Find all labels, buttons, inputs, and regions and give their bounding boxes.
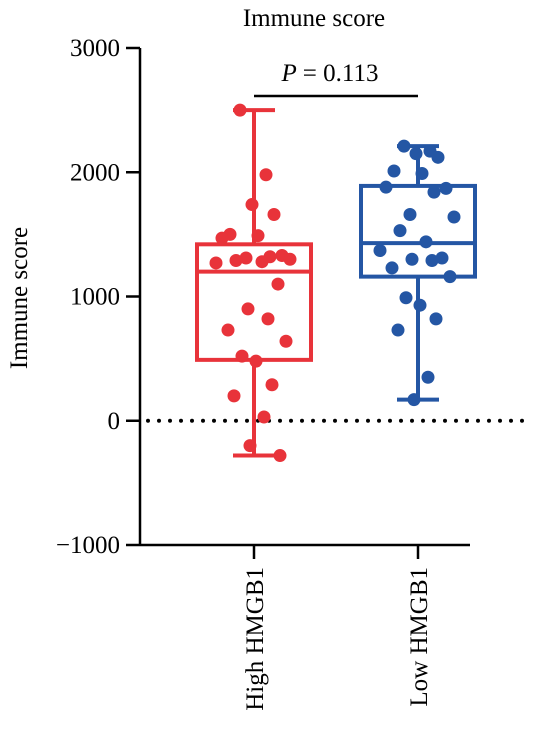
data-point — [283, 252, 297, 266]
data-point — [427, 185, 441, 199]
data-point — [413, 298, 427, 312]
data-point — [229, 253, 243, 267]
data-point — [379, 180, 393, 194]
data-point — [265, 378, 279, 392]
x-axis: High HMGB1 Low HMGB1 — [140, 543, 470, 711]
data-point — [273, 449, 287, 463]
data-point — [259, 168, 273, 182]
data-point — [221, 323, 235, 337]
box-high-hmgb1 — [195, 108, 313, 458]
data-point — [261, 312, 275, 326]
data-point — [245, 198, 259, 212]
data-point — [409, 147, 423, 161]
data-point — [397, 139, 411, 153]
data-point — [431, 150, 445, 164]
chart-title: Immune score — [243, 5, 385, 32]
p-value-annotation: P = 0.113 — [281, 60, 379, 87]
box-low-hmgb1 — [359, 144, 477, 402]
data-point — [385, 261, 399, 275]
data-point — [235, 349, 249, 363]
data-point — [373, 244, 387, 258]
data-point — [403, 207, 417, 221]
p-value-label: P — [281, 60, 297, 87]
data-point — [387, 164, 401, 178]
data-point — [421, 370, 435, 384]
data-point — [271, 277, 285, 291]
data-point — [435, 251, 449, 265]
data-point — [233, 103, 247, 117]
y-tick-label: 2000 — [70, 159, 120, 186]
data-point — [407, 393, 421, 407]
x-tick-label: Low HMGB1 — [406, 567, 433, 707]
y-tick-label: 0 — [108, 408, 121, 435]
x-tick-label: High HMGB1 — [242, 567, 269, 711]
data-point — [415, 166, 429, 180]
data-point — [419, 235, 433, 249]
y-tick-label: 1000 — [70, 284, 120, 311]
y-tick-label: 3000 — [70, 35, 120, 62]
y-tick-label: −1000 — [56, 532, 120, 559]
data-point — [215, 231, 229, 245]
data-point — [267, 207, 281, 221]
data-point — [257, 410, 271, 424]
data-point — [447, 210, 461, 224]
data-point — [249, 354, 263, 368]
p-value-text: = 0.113 — [303, 60, 379, 87]
data-point — [439, 181, 453, 195]
data-point — [241, 302, 255, 316]
data-point — [443, 270, 457, 284]
data-point — [209, 256, 223, 270]
data-point — [227, 389, 241, 403]
y-axis-label: Immune score — [6, 227, 33, 369]
data-point — [391, 323, 405, 337]
data-point — [279, 334, 293, 348]
boxes — [195, 108, 477, 458]
data-point — [399, 291, 413, 305]
y-axis: 3000 2000 1000 0 −1000 — [56, 35, 142, 559]
data-point — [251, 229, 265, 243]
iqr-box — [359, 183, 477, 279]
data-point — [405, 252, 419, 266]
data-point — [243, 439, 257, 453]
data-point — [239, 251, 253, 265]
data-point — [429, 312, 443, 326]
data-point — [393, 224, 407, 238]
data-point — [255, 255, 269, 269]
data-points — [209, 103, 461, 463]
data-point — [425, 253, 439, 267]
